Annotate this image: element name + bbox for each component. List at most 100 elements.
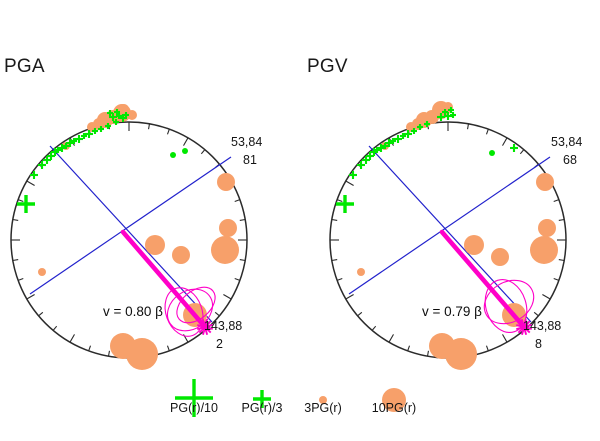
- green-dot-marker: [182, 148, 188, 154]
- azimuth-tick: [371, 325, 377, 331]
- orange-marker: [357, 268, 365, 276]
- orange-marker: [217, 173, 235, 191]
- orange-marker: [491, 248, 509, 266]
- azimuth-tick: [553, 277, 560, 281]
- orange-marker: [38, 268, 46, 276]
- legend-pg-over-3-label: PG(r)/3: [242, 401, 283, 415]
- azimuth-tick: [426, 350, 430, 357]
- nodal-plane-2: [29, 156, 232, 295]
- azimuth-tick: [466, 123, 470, 130]
- orange-marker: [530, 236, 558, 264]
- green-dot-marker: [489, 150, 495, 156]
- azimuth-tick: [336, 199, 343, 203]
- azimuth-tick: [388, 334, 394, 343]
- legend-10pg-label: 10PG(r): [372, 401, 416, 415]
- orange-marker: [145, 235, 165, 255]
- azimuth-tick: [166, 128, 170, 135]
- nodal-plane-1: [368, 145, 532, 323]
- orange-marker: [172, 246, 190, 264]
- strike-dip-lower-right-line2: 2: [216, 337, 223, 351]
- azimuth-tick: [331, 218, 338, 222]
- slip-loop: [164, 287, 204, 337]
- azimuth-tick: [12, 258, 19, 262]
- slip-vector-asterisk: [197, 319, 213, 335]
- orange-marker: [445, 338, 477, 370]
- azimuth-tick: [234, 277, 241, 281]
- azimuth-tick: [200, 149, 206, 155]
- velocity-ratio-label: v = 0.79 β: [422, 304, 482, 319]
- azimuth-tick: [88, 345, 92, 352]
- azimuth-tick: [345, 180, 354, 186]
- azimuth-tick: [533, 311, 539, 317]
- azimuth-tick: [502, 137, 508, 146]
- orange-marker: [126, 338, 158, 370]
- azimuth-tick: [26, 294, 35, 300]
- asterisk-ray: [516, 323, 532, 331]
- orange-marker: [464, 235, 484, 255]
- legend-10pg-symbol: [382, 388, 406, 412]
- strike-dip-upper-right-line1: 53,84: [551, 135, 582, 149]
- azimuth-tick: [17, 199, 24, 203]
- strike-dip-upper-right-line2: 68: [563, 153, 577, 167]
- orange-marker: [538, 219, 556, 237]
- azimuth-tick: [214, 311, 220, 317]
- azimuth-tick: [183, 137, 189, 146]
- azimuth-tick: [542, 294, 551, 300]
- azimuth-tick: [558, 218, 565, 222]
- azimuth-tick: [17, 277, 24, 281]
- azimuth-tick: [239, 258, 246, 262]
- legend-3pg-label: 3PG(r): [304, 401, 342, 415]
- azimuth-tick: [485, 345, 489, 352]
- azimuth-tick: [407, 345, 411, 352]
- azimuth-tick: [558, 258, 565, 262]
- nodal-plane-1: [49, 145, 213, 323]
- stereonet-panel-pga: v = 0.80 β 53,84 81 143,88 2: [10, 104, 262, 370]
- asterisk-ray: [197, 323, 213, 331]
- azimuth-tick: [147, 123, 151, 130]
- legend-3pg-symbol: [319, 396, 327, 404]
- azimuth-tick: [345, 294, 354, 300]
- orange-marker-group: [357, 101, 558, 370]
- azimuth-tick: [553, 199, 560, 203]
- azimuth-tick: [336, 277, 343, 281]
- orange-marker: [127, 110, 137, 120]
- green-dot-marker: [170, 152, 176, 158]
- azimuth-tick: [26, 180, 35, 186]
- orange-marker: [219, 219, 237, 237]
- azimuth-tick: [223, 294, 232, 300]
- azimuth-tick: [239, 218, 246, 222]
- azimuth-tick: [166, 345, 170, 352]
- legend: PG(r)/10 PG(r)/3 3PG(r) 10PG(r): [170, 379, 416, 417]
- azimuth-tick: [12, 218, 19, 222]
- slip-vector-asterisk: [516, 319, 532, 335]
- stereonet-panel-pgv: v = 0.79 β 53,84 68 143,88 8: [329, 101, 582, 370]
- green-marker-group: [17, 109, 188, 213]
- azimuth-tick: [107, 350, 111, 357]
- azimuth-tick: [52, 325, 58, 331]
- strike-dip-lower-right-line1: 143,88: [204, 319, 242, 333]
- azimuth-tick: [331, 258, 338, 262]
- azimuth-tick: [69, 334, 75, 343]
- azimuth-tick: [38, 311, 44, 317]
- strike-dip-upper-right-line2: 81: [243, 153, 257, 167]
- slip-loop: [176, 286, 216, 324]
- slip-loop: [484, 279, 528, 333]
- slip-vector-line: [439, 229, 527, 330]
- panel-title-pgv: PGV: [307, 56, 348, 77]
- azimuth-tick: [234, 199, 241, 203]
- strike-dip-upper-right-line1: 53,84: [231, 135, 262, 149]
- slip-vector-line: [120, 229, 208, 330]
- azimuth-tick: [519, 149, 525, 155]
- azimuth-tick: [485, 128, 489, 135]
- velocity-ratio-label: v = 0.80 β: [103, 304, 163, 319]
- legend-pg-over-10-label: PG(r)/10: [170, 401, 218, 415]
- azimuth-tick: [357, 311, 363, 317]
- green-marker-group: [336, 107, 518, 213]
- orange-marker: [211, 236, 239, 264]
- panel-title-pga: PGA: [4, 56, 45, 77]
- strike-dip-lower-right-line1: 143,88: [523, 319, 561, 333]
- orange-marker: [536, 173, 554, 191]
- nodal-plane-2: [348, 156, 551, 295]
